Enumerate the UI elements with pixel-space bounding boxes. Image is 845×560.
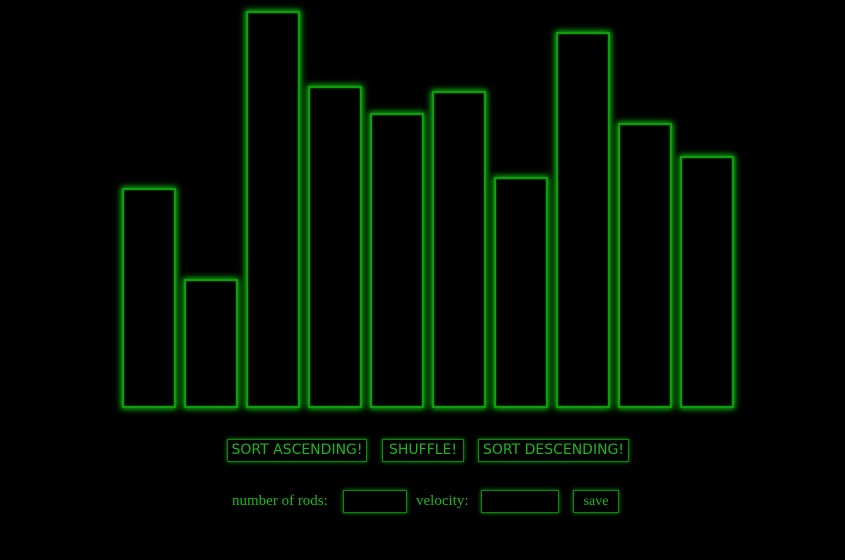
rod-5 <box>370 113 424 408</box>
rod-6 <box>432 91 486 408</box>
save-button[interactable]: save <box>573 490 619 513</box>
sort-ascending-button[interactable]: SORT ASCENDING! <box>227 439 367 462</box>
rod-4 <box>308 86 362 408</box>
rod-9 <box>618 123 672 408</box>
rod-8 <box>556 32 610 408</box>
rod-1 <box>122 188 176 408</box>
velocity-input[interactable] <box>481 490 559 513</box>
velocity-label: velocity: <box>416 493 469 509</box>
shuffle-button[interactable]: SHUFFLE! <box>382 439 464 462</box>
rods-count-input[interactable] <box>343 490 407 513</box>
rod-10 <box>680 156 734 408</box>
sort-descending-button[interactable]: SORT DESCENDING! <box>478 439 629 462</box>
rods-count-label: number of rods: <box>232 493 328 509</box>
rods-display <box>122 11 734 408</box>
rod-7 <box>494 177 548 408</box>
rod-2 <box>184 279 238 408</box>
rod-3 <box>246 11 300 408</box>
